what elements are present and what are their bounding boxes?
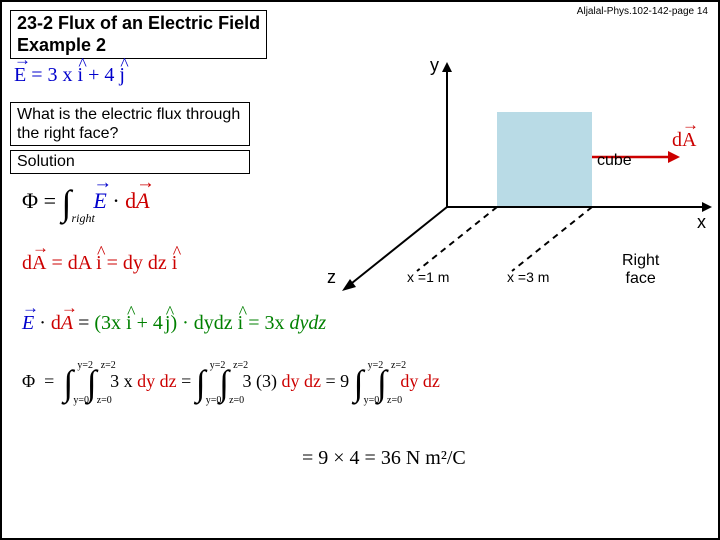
x-axis-label: x	[697, 212, 706, 233]
title-line1: 23-2 Flux of an Electric Field	[17, 13, 260, 35]
coordinate-diagram: y x z cube dA x =1 m x =3 m Right face	[312, 57, 712, 307]
x-axis-arrow	[702, 202, 712, 212]
question-line2: the right face?	[17, 124, 243, 143]
y-axis-label: y	[430, 55, 439, 76]
rightface-line2: face	[622, 270, 659, 288]
dot-product-eq: E · dA = (3x i + 4j) · dydz i = 3x dydz	[22, 312, 326, 335]
solution-label: Solution	[10, 150, 250, 174]
x3-label: x =3 m	[507, 269, 549, 285]
da-arrow-head	[668, 151, 680, 163]
title-line2: Example 2	[17, 35, 260, 57]
zlim-bot-2: z=0	[229, 395, 244, 406]
dash-x3	[512, 207, 592, 271]
zlim-bot-1: z=0	[97, 395, 112, 406]
zlim-bot-3: z=0	[387, 395, 402, 406]
final-result: = 9 × 4 = 36 N m²/C	[302, 447, 466, 470]
cube-face	[497, 112, 592, 207]
y-axis-arrow	[442, 62, 452, 72]
question-box: What is the electric flux through the ri…	[10, 102, 250, 146]
zlim-top-3: z=2	[391, 360, 406, 371]
x1-label: x =1 m	[407, 269, 449, 285]
da-vector-label: dA	[672, 129, 696, 152]
zlim-top-2: z=2	[233, 360, 248, 371]
flux-integral-eq: Φ = ∫right E · dA	[22, 182, 150, 224]
dash-x1	[417, 207, 497, 271]
final-integral-line: Φ = ∫y=2y=0 ∫z=2z=0 3 x dy dz = ∫y=2y=0 …	[22, 362, 440, 404]
title-box: 23-2 Flux of an Electric Field Example 2	[10, 10, 267, 59]
int-lower-right: right	[72, 211, 95, 226]
e-field-equation: E = 3 x i + 4 j	[14, 64, 125, 87]
header-reference: Aljalal-Phys.102-142-page 14	[577, 6, 708, 17]
cube-label: cube	[597, 152, 632, 170]
question-line1: What is the electric flux through	[17, 105, 243, 124]
da-equation: dA = dA i = dy dz i	[22, 252, 177, 275]
z-axis-label: z	[327, 267, 336, 288]
zlim-top-1: z=2	[101, 360, 116, 371]
right-face-label: Right face	[622, 252, 659, 287]
rightface-line1: Right	[622, 252, 659, 270]
